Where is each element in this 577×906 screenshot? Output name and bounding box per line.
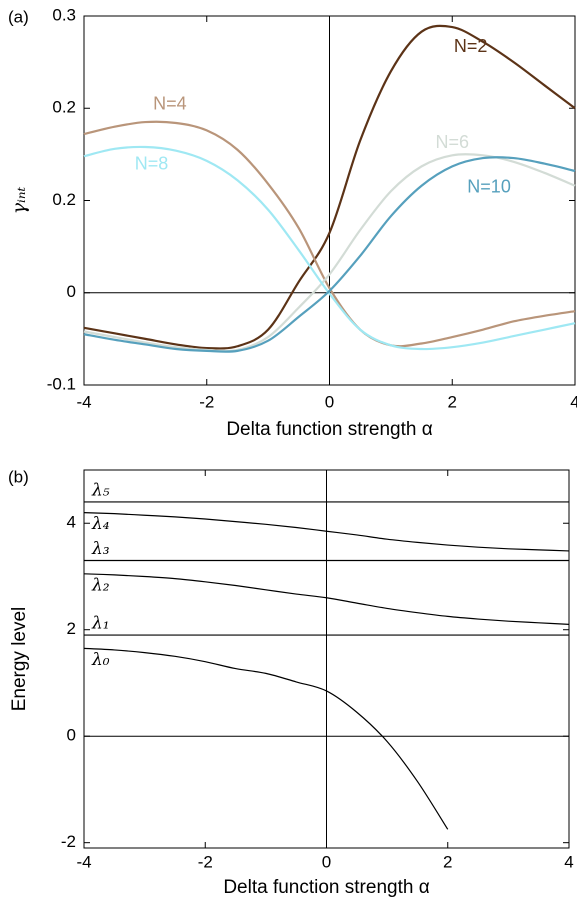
- y-tick-label: 0.2: [52, 190, 76, 209]
- x-tick-label: 2: [448, 392, 457, 411]
- x-tick-label: -2: [199, 392, 214, 411]
- series-label: N=4: [153, 93, 187, 113]
- y-tick-label: -2: [61, 832, 76, 851]
- x-tick-label: 0: [325, 392, 334, 411]
- y-tick-label: 0: [67, 282, 76, 301]
- x-tick-label: -4: [76, 852, 91, 871]
- y-tick-label: 4: [67, 513, 76, 532]
- series-label: λ₃: [91, 539, 110, 559]
- y-tick-label: 0.3: [52, 5, 76, 24]
- x-tick-label: -4: [76, 392, 91, 411]
- x-tick-label: -2: [198, 852, 213, 871]
- y-axis-title: γᵢₙₜ: [8, 186, 30, 214]
- y-tick-label: 0: [67, 726, 76, 745]
- series-label: N=6: [435, 132, 469, 152]
- series-label: λ₄: [91, 514, 110, 534]
- series-label: N=10: [467, 176, 511, 196]
- series-label: λ₅: [91, 480, 110, 500]
- series-line: [83, 156, 576, 353]
- series-line: [83, 24, 576, 350]
- y-tick-label: -0.1: [47, 374, 76, 393]
- y-axis-title: Energy level: [9, 607, 30, 712]
- series-line: [83, 120, 576, 348]
- series-label: λ₂: [91, 575, 110, 595]
- y-tick-label: 2: [67, 619, 76, 638]
- panel-label: (b): [8, 467, 29, 486]
- series-label: N=2: [454, 36, 488, 56]
- series-label: λ₁: [91, 614, 110, 634]
- series-line: [83, 647, 449, 830]
- x-axis-title: Delta function strength α: [223, 877, 429, 898]
- panel-label: (a): [8, 7, 29, 26]
- x-tick-label: 4: [564, 852, 573, 871]
- series-label: λ₀: [91, 650, 110, 670]
- x-tick-label: 0: [322, 852, 331, 871]
- series-line: [83, 573, 570, 625]
- x-axis-title: Delta function strength α: [226, 419, 432, 440]
- series-label: N=8: [135, 153, 169, 173]
- x-tick-label: 2: [443, 852, 452, 871]
- y-tick-label: 0.2: [52, 98, 76, 117]
- series-line: [83, 511, 570, 552]
- series-line: [83, 145, 576, 351]
- x-tick-label: 4: [570, 392, 577, 411]
